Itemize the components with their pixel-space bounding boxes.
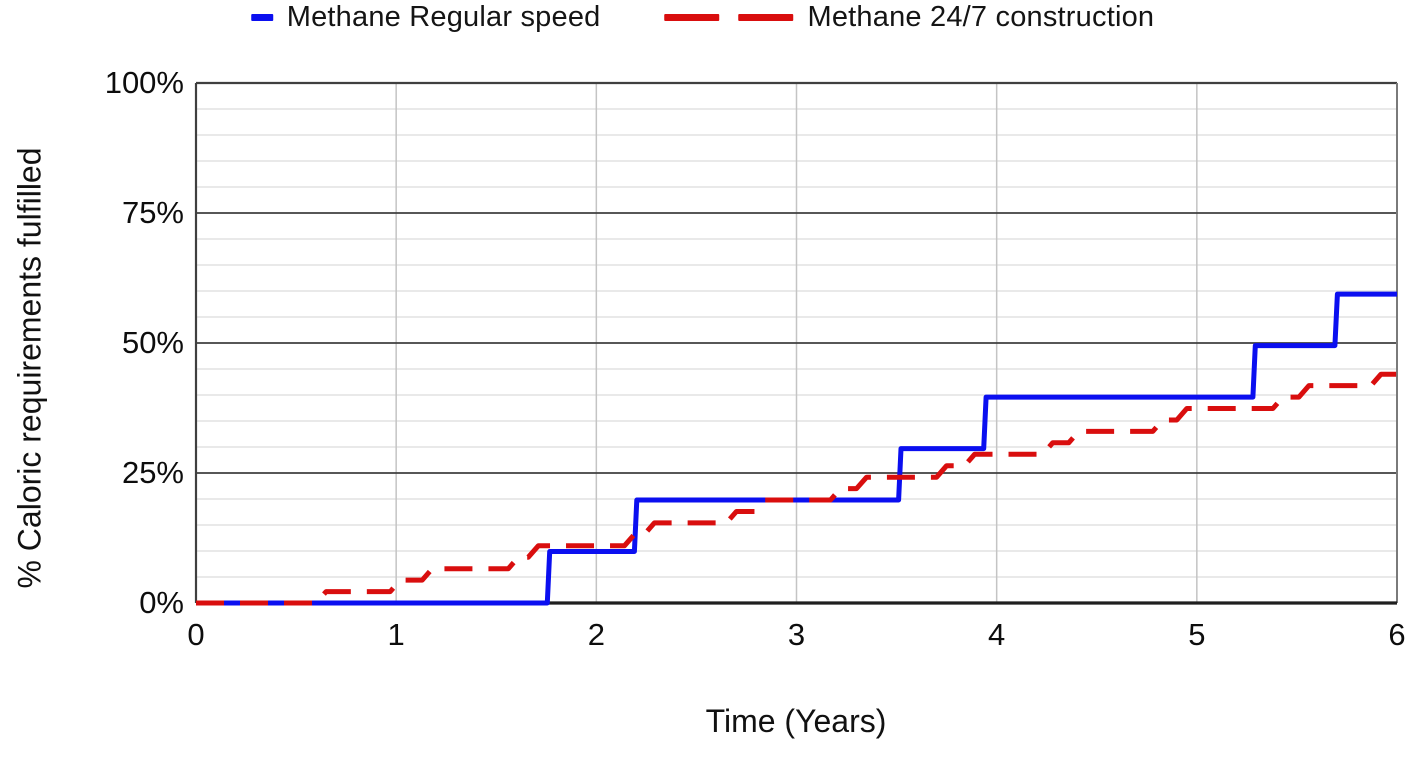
y-tick-label: 100%	[104, 65, 184, 100]
x-tick-label: 0	[187, 617, 205, 652]
red-dash-icon	[664, 14, 720, 21]
legend-label-methane-regular: Methane Regular speed	[286, 1, 601, 33]
series-line-methane-247	[196, 371, 1397, 606]
y-tick-label: 25%	[121, 455, 184, 490]
legend-item-methane-247: Methane 24/7 construction	[664, 1, 1154, 34]
y-tick-label: 0%	[139, 585, 184, 620]
x-tick-label: 5	[1188, 617, 1206, 652]
x-tick-label: 6	[1388, 617, 1405, 652]
x-tick-label: 4	[988, 617, 1006, 652]
red-dash-icon	[738, 14, 794, 21]
x-tick-label: 2	[587, 617, 605, 652]
legend: Methane Regular speed Methane 24/7 const…	[250, 1, 1155, 34]
blue-dash-icon	[250, 14, 273, 21]
x-tick-label: 1	[387, 617, 405, 652]
legend-marker-methane-247-dashes-icon	[664, 14, 794, 21]
legend-item-methane-regular: Methane Regular speed	[250, 1, 601, 34]
x-tick-label: 3	[787, 617, 806, 652]
x-axis-title: Time (Years)	[705, 703, 887, 739]
legend-marker-methane-regular-dash-icon	[250, 14, 273, 21]
y-tick-label: 75%	[121, 195, 184, 230]
y-tick-label: 50%	[121, 325, 184, 360]
series-line-methane-regular	[196, 291, 1397, 606]
legend-label-methane-247: Methane 24/7 construction	[807, 1, 1155, 33]
